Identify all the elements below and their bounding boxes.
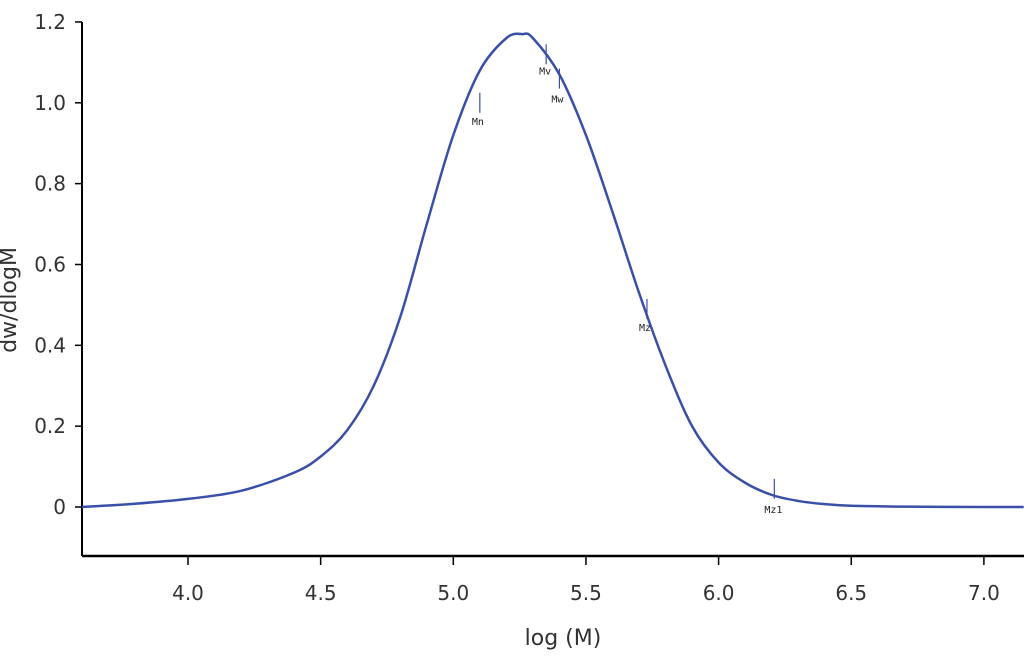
x-tick-label: 5.5 [570,581,602,605]
marker-label-mv: Mv [539,66,551,77]
marker-label-mz: Mz [639,323,651,334]
molecular-weight-markers: Mn Mv Mw Mz Mz1 [472,44,782,516]
y-tick-label: 0.6 [34,252,66,276]
marker-label-mn: Mn [472,117,484,128]
y-tick-label: 1.2 [34,10,66,34]
x-tick-label: 4.0 [172,581,204,605]
x-axis-title: log (M) [525,626,602,651]
y-tick-label: 0.4 [34,333,66,357]
y-tick-label: 0 [53,495,66,519]
x-tick-label: 6.5 [835,581,867,605]
marker-label-mz1: Mz1 [764,505,782,516]
x-axis: 4.0 4.5 5.0 5.5 6.0 6.5 7.0 [82,554,1024,605]
y-tick-label: 0.8 [34,172,66,196]
x-tick-label: 7.0 [968,581,1000,605]
x-tick-label: 5.0 [437,581,469,605]
data-line [81,32,1024,509]
x-tick-label: 6.0 [703,581,735,605]
x-tick-label: 4.5 [305,581,337,605]
marker-label-mw: Mw [551,95,564,106]
y-axis-title: dw/dlogM [0,247,22,353]
y-tick-label: 1.0 [34,91,66,115]
y-tick-label: 0.2 [34,414,66,438]
y-axis: 0 0.2 0.4 0.6 0.8 1.0 1.2 [34,10,83,556]
